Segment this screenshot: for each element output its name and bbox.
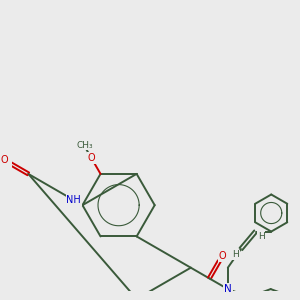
Text: O: O [87, 153, 95, 163]
Text: O: O [1, 155, 8, 165]
Text: H: H [232, 250, 239, 259]
Text: N: N [224, 284, 232, 294]
Text: H: H [258, 232, 265, 241]
Text: CH₃: CH₃ [76, 141, 93, 150]
Text: O: O [218, 251, 226, 261]
Text: NH: NH [67, 195, 81, 205]
